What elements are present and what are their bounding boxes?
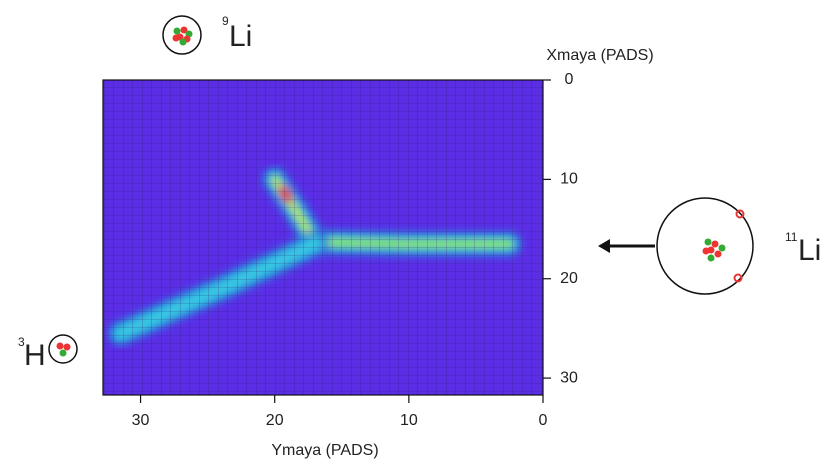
ion-3h: 3 H xyxy=(18,334,78,372)
y-tick-label: 0 xyxy=(565,71,574,88)
pad-grid xyxy=(103,80,543,395)
ion-symbol: H xyxy=(24,339,46,372)
ion-mass: 11 xyxy=(785,230,798,244)
ion-mass: 9 xyxy=(222,14,229,28)
x-tick-label: 20 xyxy=(266,412,284,429)
ion-symbol: Li xyxy=(229,20,252,53)
y-axis-label: Xmaya (PADS) xyxy=(546,47,653,64)
x-tick-label: 0 xyxy=(539,412,548,429)
ion-symbol: Li xyxy=(798,234,821,267)
x-axis-label: Ymaya (PADS) xyxy=(271,442,378,459)
y-tick-label: 10 xyxy=(560,171,578,188)
x-tick-label: 10 xyxy=(400,412,418,429)
plot-frame xyxy=(102,79,544,396)
ion-11li: 11 Li xyxy=(598,197,821,295)
ion-9li: 9 Li xyxy=(162,14,252,55)
ion-mass: 3 xyxy=(18,335,25,349)
y-tick-label: 20 xyxy=(560,270,578,287)
y-tick-label: 30 xyxy=(560,369,578,386)
x-tick-label: 30 xyxy=(132,412,150,429)
